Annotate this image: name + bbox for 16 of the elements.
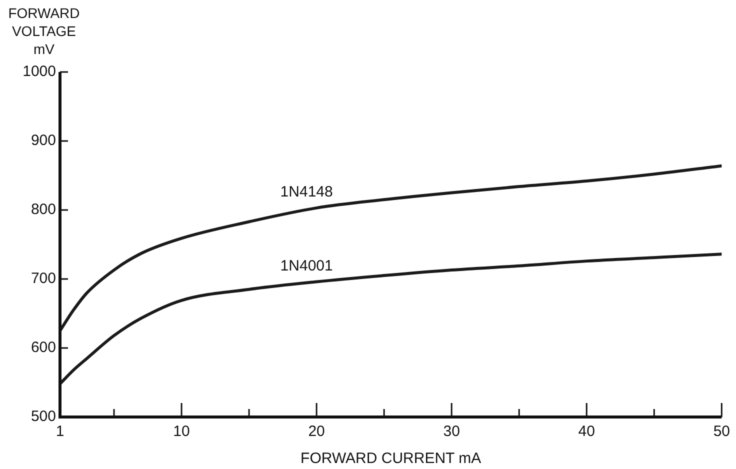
x-axis-title: FORWARD CURRENT mA (300, 450, 482, 467)
x-tick-label: 50 (713, 423, 730, 440)
x-tick-label: 1 (56, 423, 64, 440)
x-tick-label: 30 (443, 423, 460, 440)
x-tick-label: 10 (173, 423, 190, 440)
y-tick-label: 900 (30, 132, 56, 150)
y-tick-label: 600 (30, 339, 56, 356)
y-tick-label: 800 (30, 201, 56, 218)
y-tick-label: 700 (30, 270, 56, 288)
x-tick-label: 40 (578, 423, 595, 440)
x-tick-label: 20 (308, 423, 325, 440)
y-tick-label: 500 (30, 408, 56, 426)
series-label: 1N4148 (280, 184, 333, 201)
series-label: 1N4001 (280, 257, 333, 274)
y-axis-title: FORWARD VOLTAGE mV (8, 5, 80, 57)
y-tick-label: 1000 (22, 63, 56, 80)
